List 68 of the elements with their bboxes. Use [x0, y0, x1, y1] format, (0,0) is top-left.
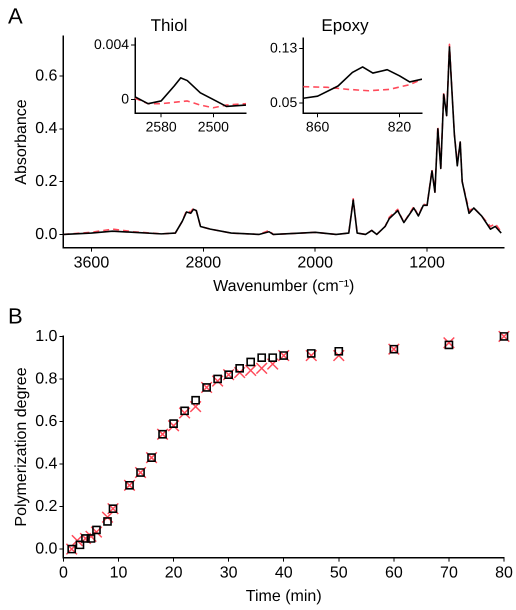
point: [90, 526, 103, 538]
y-tick-label: 0.8: [35, 370, 58, 388]
chart-title: Thiol: [150, 16, 188, 35]
point: [256, 362, 268, 374]
point: [234, 366, 246, 379]
x-tick-label: 820: [388, 118, 412, 134]
y-tick-label: 0.6: [35, 67, 58, 84]
y-tick-label: 0.4: [35, 120, 58, 138]
x-tick-label: 2800: [186, 254, 222, 272]
point: [332, 349, 345, 362]
point: [101, 511, 114, 524]
y-tick-label: 0.4: [35, 455, 58, 472]
point: [257, 353, 266, 362]
x-axis-title: Time (min): [246, 588, 322, 605]
point: [244, 364, 257, 376]
point: [71, 534, 84, 547]
x-tick-label: 30: [220, 564, 238, 582]
x-tick-label: 860: [306, 118, 330, 134]
point: [305, 349, 318, 362]
point: [191, 396, 200, 405]
point: [444, 340, 454, 350]
point: [180, 406, 189, 416]
x-tick-label: 80: [495, 564, 513, 582]
point: [169, 419, 178, 428]
point: [103, 517, 112, 526]
x-tick-label: 40: [274, 564, 293, 582]
x-tick-label: 1200: [409, 254, 445, 272]
y-tick-label: 0.13: [270, 39, 298, 56]
x-tick-label: 3600: [74, 254, 110, 272]
x-axis-title: Wavenumber (cm⁻¹): [213, 278, 354, 295]
chart-title: B: [8, 303, 23, 328]
y-tick-label: 0.004: [94, 36, 130, 52]
point: [84, 530, 98, 542]
y-tick-label: 0.2: [35, 498, 58, 515]
point: [334, 346, 344, 356]
x-tick-label: 60: [384, 564, 403, 582]
y-axis-title: Polymerization degree: [13, 367, 30, 527]
x-tick-label: 50: [330, 564, 348, 582]
chart-title: Epoxy: [321, 16, 370, 35]
chart-title: A: [8, 3, 23, 28]
point: [213, 374, 222, 384]
x-tick-label: 10: [110, 564, 128, 582]
y-tick-label: 0.2: [35, 173, 58, 190]
point: [268, 353, 278, 362]
point: [212, 375, 224, 388]
y-tick-label: 1.0: [35, 328, 58, 345]
line-series: [135, 97, 246, 109]
x-tick-label: 2000: [297, 254, 334, 272]
point: [246, 358, 256, 366]
point: [76, 540, 84, 550]
point: [235, 364, 244, 373]
point: [266, 358, 279, 370]
point: [442, 336, 455, 349]
point: [92, 526, 101, 534]
point: [306, 349, 316, 358]
y-tick-label: 0.05: [270, 94, 298, 110]
point: [86, 534, 96, 543]
y-tick-label: 0.0: [35, 540, 58, 558]
x-tick-label: 70: [440, 564, 458, 582]
y-tick-label: 0.0: [35, 226, 58, 243]
x-tick-label: 2500: [198, 118, 230, 134]
x-tick-label: 2580: [146, 118, 177, 134]
point: [168, 420, 180, 432]
point: [178, 406, 191, 420]
y-axis-title: Absorbance: [13, 99, 30, 185]
y-tick-label: 0.6: [35, 412, 58, 430]
x-tick-label: 20: [164, 564, 183, 582]
point: [190, 400, 202, 413]
